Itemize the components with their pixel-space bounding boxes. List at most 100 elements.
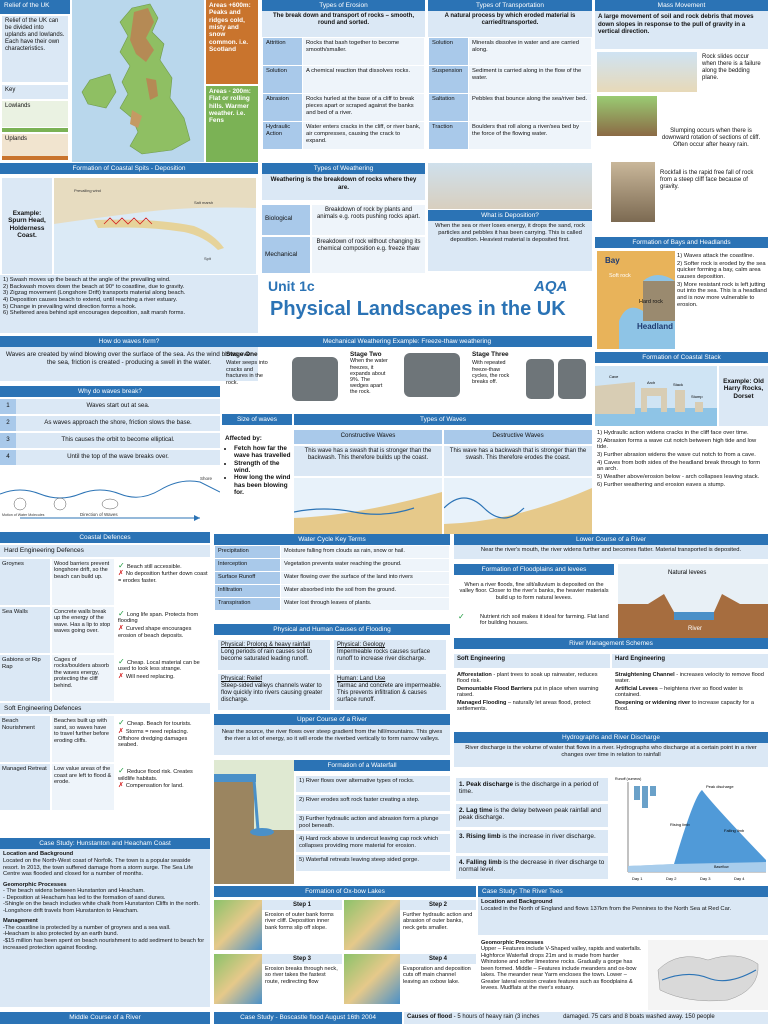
rockfall-diagram [611, 162, 655, 222]
headland-label: Headland [637, 322, 673, 331]
defence-description: Low value areas of the coast are left to… [52, 764, 114, 811]
mgmt-item-term: Afforestation [457, 672, 492, 678]
spits-example: Example: Spurn Head, Holderness Coast. [2, 178, 52, 274]
lowlands-swatch [2, 128, 68, 132]
oxbow-title: Formation of Ox-bow Lakes [214, 886, 476, 898]
watercycle-term: Interception [214, 558, 281, 573]
mass-title: Mass Movement [595, 0, 768, 12]
defence-name: Groynes [0, 558, 50, 605]
defence-pro: ✓ Long life span. Protects from flooding [118, 609, 208, 625]
waves-break-title: Why do waves break? [0, 386, 220, 398]
size-panel: Size of waves Affected by: Fetch how far… [222, 414, 292, 534]
constructive-title: Constructive Waves [294, 430, 442, 444]
transport-term: Traction [428, 121, 469, 151]
causes-text: - 5 hours of heavy rain (3 inches [452, 1014, 540, 1020]
tees-loc-heading: Location and Background [481, 899, 553, 906]
hunst-man-item: -Heacham is also protected by an earth b… [3, 931, 119, 938]
hydro-row: 3. Rising limb is the increase in river … [456, 830, 608, 853]
upper-panel: Upper Course of a River Near the source,… [214, 714, 450, 758]
direction-label: Direction of Waves [80, 512, 118, 517]
defence-description: Wood barriers prevent longshore drift, s… [52, 558, 114, 605]
defence-pro-text: Reduce flood risk. Creates wildlife habi… [118, 769, 193, 782]
stage3-text: With repeated freeze-thaw cycles, the ro… [472, 360, 510, 385]
hydro-panel: Hydrographs and River Discharge River di… [454, 732, 768, 884]
spit-step: 1) Swash moves up the beach at the angle… [3, 277, 171, 283]
spit-diagram: Prevailing wind Spit Salt marsh [54, 178, 256, 274]
watercycle-definition: Water flowing over the surface of the la… [280, 571, 450, 586]
wave-motion-diagram: Shore Direction of Waves Motion of Water… [0, 472, 220, 526]
defence-pro: ✓ Beach still accessible. [118, 561, 208, 570]
hydro-rows: 1. Peak discharge is the discharge in a … [456, 778, 608, 884]
stage3-rock-b [558, 359, 586, 399]
stack-step: 1) Hydraulic action widens cracks in the… [597, 430, 749, 436]
transport-definition: Minerals dissolve in water and are carri… [468, 37, 592, 67]
oxbow-step4-text: Evaporation and deposition cuts off main… [403, 966, 471, 985]
spit-step: 3) Zigzag movement (Longshore Drift) tra… [3, 290, 186, 297]
transport-term: Solution [428, 37, 469, 67]
hunst-loc-text: Located on the North-West coast of Norfo… [3, 858, 194, 878]
watercycle-term: Precipitation [214, 545, 281, 560]
wave-break-text: Waves start out at sea. [16, 399, 220, 415]
constructive-text: This wave has a swash that is stronger t… [294, 446, 442, 476]
bays-steps: 1) Waves attack the coastline. 2) Softer … [677, 253, 768, 349]
watercycle-row: Surface Runoff Water flowing over the sur… [214, 571, 450, 586]
hydro-falling-label: Falling limb [724, 828, 745, 833]
deposition-panel: What is Deposition? When the sea or rive… [428, 210, 592, 273]
unit-banner: Unit 1c AQA Physical Landscapes in the U… [262, 274, 592, 334]
transport-table: Solution Minerals dissolve in water and a… [428, 37, 592, 151]
defence-name: Gabions or Rip Rap [0, 654, 50, 701]
hydro-text: is the increase in river discharge. [500, 833, 596, 840]
watercycle-definition: Vegetation prevents water reaching the g… [280, 558, 450, 573]
prevailing-wind-label: Prevailing wind [74, 188, 101, 193]
mgmt-item: Straightening Channel - increases veloci… [615, 672, 765, 685]
mgmt-item-term: Managed Flooding [457, 699, 507, 706]
upper-title: Upper Course of a River [214, 714, 450, 726]
oxbow-step1-title: Step 1 [262, 900, 342, 910]
natural-levees-label: Natural levees [668, 570, 706, 576]
slumping-diagram [597, 96, 657, 136]
defence-pro: ✓ Reduce flood risk. Creates wildlife ha… [118, 766, 208, 782]
shore-label: Shore [200, 476, 213, 481]
oxbow-step3-text: Erosion breaks through neck, so river ta… [265, 966, 338, 985]
deposition-title: What is Deposition? [428, 210, 592, 222]
watercycle-panel: Water Cycle Key Terms Precipitation Moist… [214, 534, 450, 618]
hydro-term: 1. Peak discharge [459, 781, 513, 788]
spit-step: 4) Deposition causes beach to extend, un… [3, 296, 178, 303]
weathering-lead: Weathering is the breakdown of rocks whe… [262, 174, 425, 201]
waterfall-step: 1) River flows over alternative types of… [296, 776, 450, 792]
lowlands-key: Lowlands [2, 101, 68, 127]
uplands-key: Uplands [2, 134, 68, 156]
flood-cause-2-title: Physical: Geology [337, 642, 386, 648]
destructive-title: Destructive Waves [444, 430, 592, 444]
defence-con: ✗ Will need replacing. [118, 673, 208, 681]
tees-title: Case Study: The River Tees [478, 886, 768, 898]
transport-definition: Boulders that roll along a river/sea bed… [468, 121, 592, 151]
defence-row: Sea Walls Concrete walls break up the ene… [0, 606, 210, 653]
rockfall-text: Rockfall is the rapid free fall of rock … [660, 170, 754, 190]
defence-con-text: Curved shape encourages erosion of beach… [118, 625, 192, 639]
hydro-text: is the discharge in a period of time. [459, 781, 599, 796]
wave-types-title: Types of Waves [294, 414, 592, 426]
defence-row: Groynes Wood barriers prevent longshore d… [0, 558, 210, 605]
hydro-day-label: Day 2 [666, 876, 677, 881]
spit-label: Spit [204, 256, 212, 261]
weathering-panel: Types of Weathering Weathering is the br… [262, 163, 425, 273]
watercycle-definition: Moisture falling from clouds as rain, sn… [280, 545, 450, 560]
flood-cause-1-text: Long periods of rain causes soil to beco… [221, 648, 313, 662]
watercycle-table: Precipitation Moisture falling from cloud… [214, 545, 450, 612]
cross-icon: ✗ [118, 727, 126, 735]
freeze-stage3: Stage Three With repeated freeze-thaw cy… [472, 351, 592, 411]
defence-pros-cons: ✓ Long life span. Protects from flooding… [116, 607, 210, 653]
defence-pro-text: Cheap. Local material can be used to loo… [118, 659, 200, 673]
oxbow-panel: Formation of Ox-bow Lakes Step 1 Erosion… [214, 886, 476, 1004]
stack-example: Example: Old Harry Rocks, Dorset [719, 366, 768, 426]
size-item: Strength of the wind. [234, 460, 292, 475]
spits-panel: Formation of Coastal Spits - Deposition … [0, 163, 258, 333]
mgmt-item: Deepening or widening river to increase … [615, 700, 765, 713]
size-list: Fetch how far the wave has travelledStre… [222, 445, 292, 497]
mechanical-text: Breakdown of rock without changing its c… [312, 237, 425, 273]
waterfall-step: 2) River erodes soft rock faster creatin… [296, 795, 450, 811]
defence-row: Beach Nourishment Beaches built up with s… [0, 716, 210, 763]
mgmt-item-term: Demountable Flood Barriers [457, 685, 533, 692]
mgmt-item-text: to increase capacity for a flood. [615, 699, 754, 713]
